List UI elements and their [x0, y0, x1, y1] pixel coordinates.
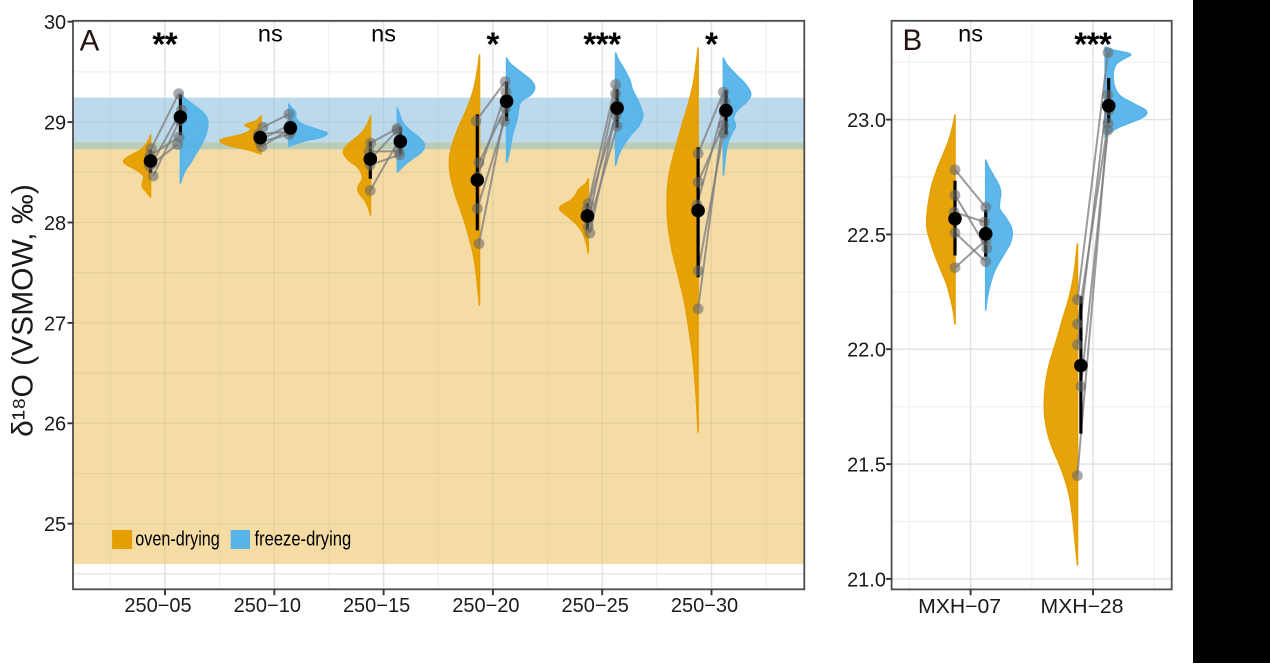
svg-text:250−20: 250−20: [452, 595, 519, 617]
svg-text:22.5: 22.5: [847, 225, 886, 247]
svg-text:26: 26: [44, 414, 66, 436]
svg-text:250−10: 250−10: [234, 595, 301, 617]
svg-text:*: *: [705, 26, 718, 63]
svg-text:δ¹⁸O (VSMOW, ‰): δ¹⁸O (VSMOW, ‰): [6, 184, 39, 437]
svg-text:250−30: 250−30: [671, 595, 738, 617]
svg-text:*: *: [1099, 26, 1112, 63]
svg-text:*: *: [165, 26, 178, 63]
svg-text:oven-drying: oven-drying: [135, 528, 220, 551]
svg-text:27: 27: [44, 313, 66, 335]
svg-text:22.0: 22.0: [847, 340, 886, 362]
svg-text:250−25: 250−25: [562, 595, 629, 617]
svg-text:23.0: 23.0: [847, 110, 886, 132]
svg-text:*: *: [1087, 26, 1100, 63]
svg-text:*: *: [1074, 26, 1087, 63]
svg-text:*: *: [486, 26, 499, 63]
svg-text:B: B: [902, 24, 922, 57]
svg-text:ns: ns: [371, 21, 396, 47]
svg-text:MXH−28: MXH−28: [1041, 596, 1124, 618]
svg-text:28: 28: [44, 213, 66, 235]
svg-text:21.5: 21.5: [847, 455, 886, 477]
svg-text:25: 25: [44, 514, 66, 536]
svg-text:250−05: 250−05: [124, 595, 191, 617]
svg-text:*: *: [152, 26, 165, 63]
svg-text:30: 30: [44, 12, 66, 34]
svg-text:*: *: [596, 26, 609, 63]
svg-text:A: A: [80, 25, 100, 58]
svg-text:MXH−07: MXH−07: [918, 596, 1001, 618]
svg-text:21.0: 21.0: [847, 569, 886, 591]
svg-text:ns: ns: [958, 21, 983, 47]
svg-text:ns: ns: [258, 21, 283, 47]
svg-text:freeze-drying: freeze-drying: [255, 528, 352, 551]
svg-text:*: *: [608, 26, 621, 63]
svg-text:*: *: [583, 26, 596, 63]
svg-text:250−15: 250−15: [343, 595, 410, 617]
svg-text:29: 29: [44, 113, 66, 135]
